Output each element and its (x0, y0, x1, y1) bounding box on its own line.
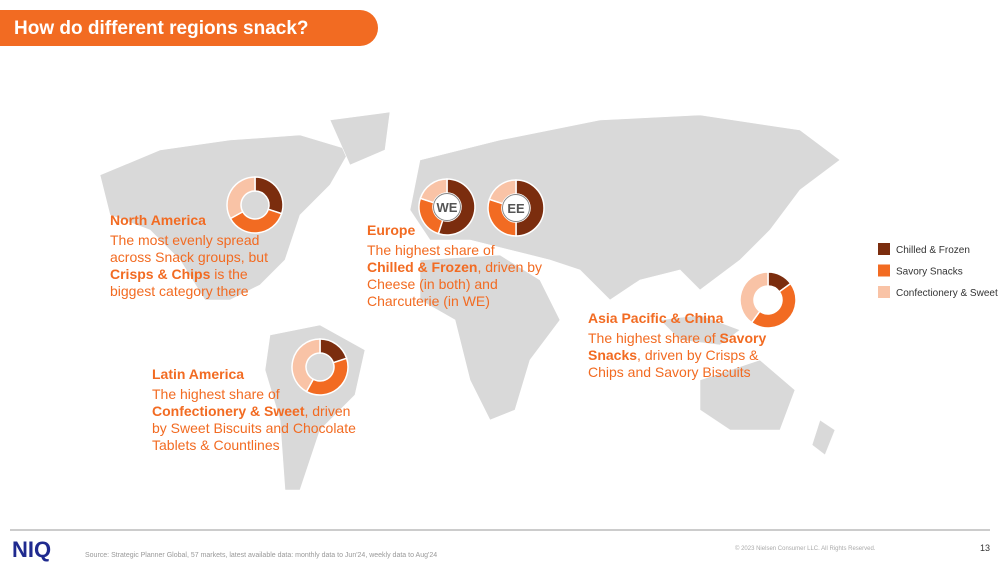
text-run: The highest share of (367, 242, 495, 258)
text-run: The highest share of (152, 386, 280, 402)
donut-label: WE (437, 200, 458, 215)
logo: NIQ (12, 537, 51, 562)
donut-segment (750, 282, 797, 329)
text-run: Chilled & Frozen (367, 259, 478, 275)
region-title: Asia Pacific & China (588, 310, 724, 326)
region-body: The most evenly spread across Snack grou… (110, 232, 290, 300)
text-run: , driven by Cheese (in both) and Charcut… (367, 259, 543, 309)
text-run: is the biggest category there (110, 266, 249, 299)
legend-swatch (878, 264, 890, 277)
donut-label: EE (507, 201, 525, 216)
text-run: , driven by Crisps & Chips and Savory Bi… (588, 347, 759, 380)
text-run: The highest share of (588, 330, 720, 346)
legend-label: Chilled & Frozen (896, 245, 970, 256)
world-map (99, 111, 841, 491)
text-run: Confectionery & Sweet (152, 403, 305, 419)
donut-segment (739, 271, 769, 324)
text-run: Savory Snacks (588, 330, 767, 363)
region-text: Europe The highest share of Chilled & Fro… (367, 222, 545, 310)
donut-segment (226, 176, 256, 220)
donut-hole (502, 194, 530, 222)
text-run: , driven by Sweet Biscuits and Chocolate… (152, 403, 356, 453)
region-text: North America The most evenly spread acro… (110, 212, 290, 300)
legend-swatch (878, 286, 890, 298)
text-run: Crisps & Chips (110, 266, 211, 282)
region-title: North America (110, 212, 206, 228)
donut-segment (291, 338, 321, 393)
header-bar (0, 10, 378, 46)
region-text: Asia Pacific & China The highest share of… (588, 310, 788, 381)
region-body: The highest share of Chilled & Frozen, d… (367, 242, 545, 310)
region-title: Latin America (152, 366, 245, 382)
region-body: The highest share of Confectionery & Swe… (152, 386, 367, 454)
title: How do different regions snack? (14, 18, 309, 39)
region-text: Latin America The highest share of Confec… (152, 366, 367, 454)
region-title: Europe (367, 222, 416, 238)
text-run: The most evenly spread across Snack grou… (110, 232, 268, 265)
legend-label: Confectionery & Sweet (896, 288, 998, 299)
donut-hole (433, 193, 461, 221)
legend-label: Savory Snacks (896, 267, 963, 278)
copyright: © 2023 Nielsen Consumer LLC. All Rights … (735, 545, 876, 552)
page-number: 13 (980, 543, 990, 553)
donut-segment (305, 357, 349, 396)
legend-swatch (878, 243, 890, 255)
source: Source: Strategic Planner Global, 57 mar… (85, 552, 437, 559)
region-body: The highest share of Savory Snacks, driv… (588, 330, 788, 381)
